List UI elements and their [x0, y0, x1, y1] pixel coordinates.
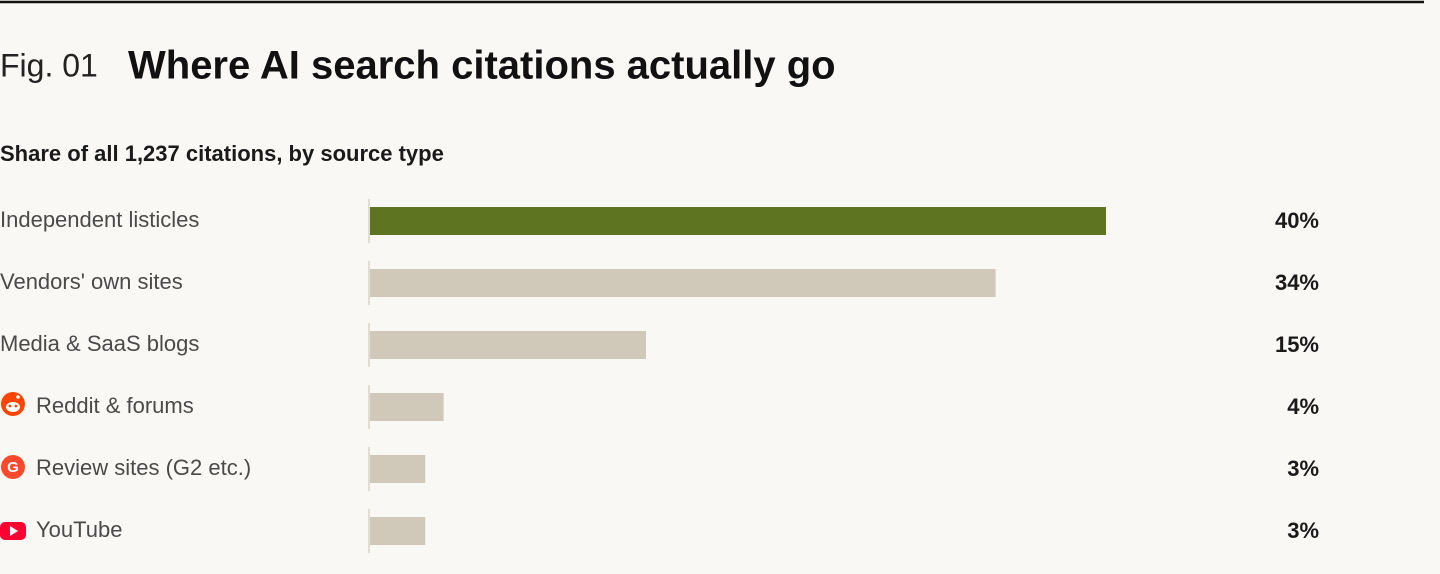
bar: [370, 331, 646, 359]
bar: [370, 517, 426, 545]
value-label: 3%: [1287, 456, 1319, 481]
youtube-icon: [0, 522, 26, 540]
category-label: Review sites (G2 etc.): [36, 455, 251, 480]
value-label: 40%: [1275, 208, 1319, 233]
category-label: Vendors' own sites: [0, 269, 183, 294]
category-label: Independent listicles: [0, 207, 199, 232]
value-label: 3%: [1287, 518, 1319, 543]
g2-icon: G: [1, 455, 25, 479]
value-label: 15%: [1275, 332, 1319, 357]
bar: [370, 207, 1106, 235]
category-label: YouTube: [36, 517, 122, 542]
value-label: 4%: [1287, 394, 1319, 419]
chart-subtitle: Share of all 1,237 citations, by source …: [0, 141, 444, 166]
category-label: Reddit & forums: [36, 393, 194, 418]
bar: [370, 393, 444, 421]
reddit-icon: [1, 392, 25, 416]
bar: [370, 455, 426, 483]
figure-label: Fig. 01: [0, 47, 98, 83]
svg-text:G: G: [7, 459, 19, 476]
chart-title: Where AI search citations actually go: [128, 44, 836, 88]
category-label: Media & SaaS blogs: [0, 331, 199, 356]
value-label: 34%: [1275, 270, 1319, 295]
bar: [370, 269, 996, 297]
